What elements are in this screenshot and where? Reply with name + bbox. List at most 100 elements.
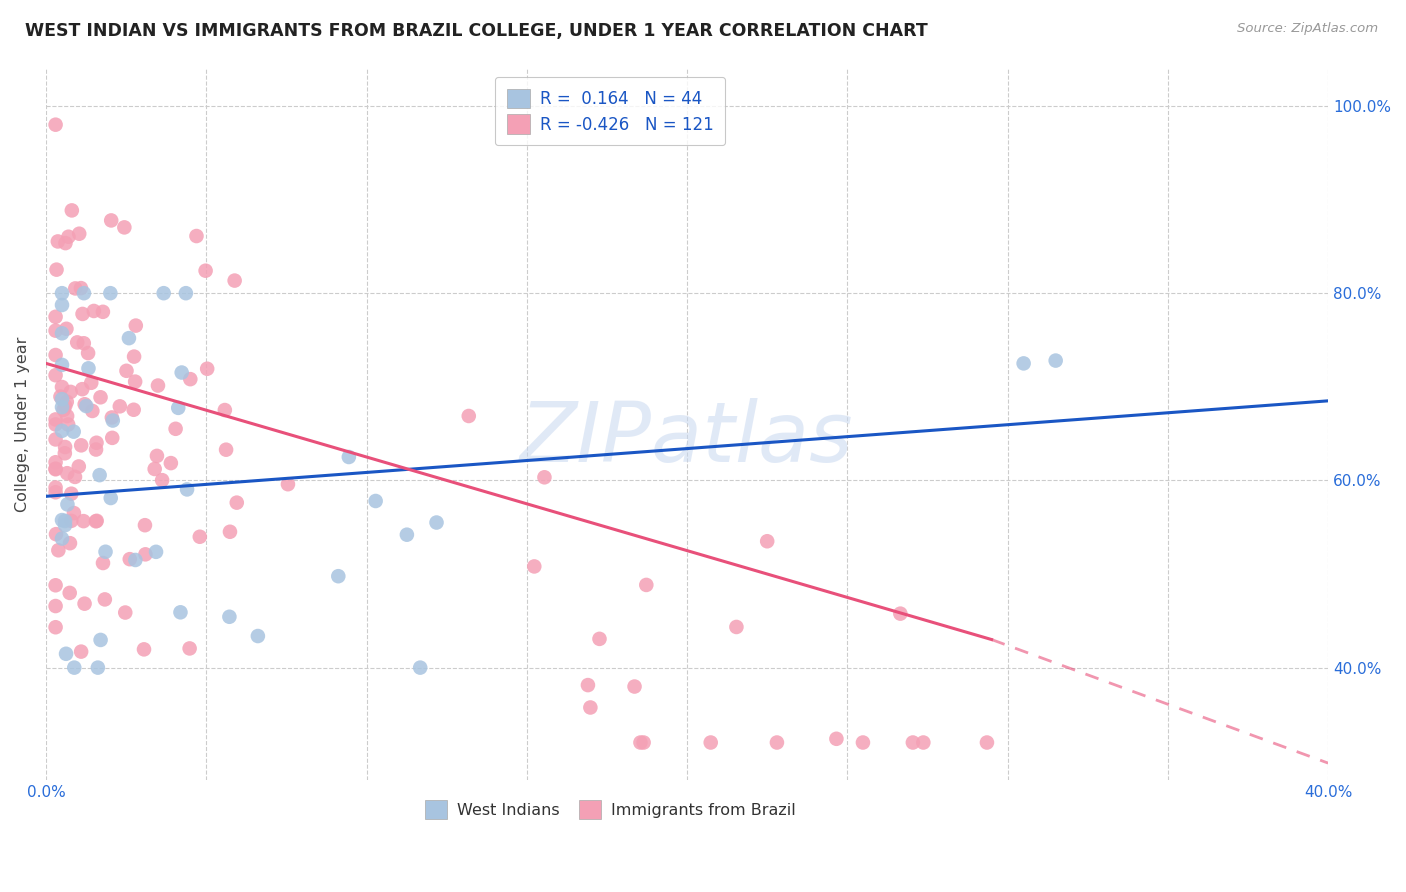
Point	[77, 346, 100, 360]
Point	[122, 350, 145, 364]
Point	[889, 607, 911, 621]
Point	[45, 462, 67, 476]
Point	[73, 286, 96, 301]
Point	[45, 485, 67, 500]
Point	[49, 390, 72, 404]
Point	[51, 424, 73, 438]
Point	[98, 286, 121, 301]
Point	[395, 527, 418, 541]
Point	[60, 203, 83, 218]
Text: Source: ZipAtlas.com: Source: ZipAtlas.com	[1237, 22, 1378, 36]
Point	[94, 592, 117, 607]
Y-axis label: College, Under 1 year: College, Under 1 year	[15, 336, 30, 512]
Point	[67, 459, 90, 474]
Point	[224, 274, 246, 288]
Point	[328, 569, 350, 583]
Point	[84, 442, 107, 457]
Point	[45, 118, 67, 132]
Point	[82, 404, 104, 418]
Point	[53, 518, 76, 533]
Point	[112, 220, 135, 235]
Point	[143, 462, 166, 476]
Point	[219, 524, 242, 539]
Point	[576, 678, 599, 692]
Point	[852, 735, 875, 749]
Point	[125, 318, 148, 333]
Point	[170, 366, 193, 380]
Point	[70, 438, 93, 452]
Point	[56, 417, 79, 432]
Point	[165, 422, 187, 436]
Point	[45, 578, 67, 592]
Point	[246, 629, 269, 643]
Point	[51, 400, 73, 414]
Point	[169, 605, 191, 619]
Point	[579, 700, 602, 714]
Point	[45, 412, 67, 426]
Point	[45, 527, 67, 541]
Point	[134, 518, 156, 533]
Point	[91, 305, 114, 319]
Point	[51, 513, 73, 527]
Point	[215, 442, 238, 457]
Point	[60, 514, 83, 528]
Point	[58, 229, 80, 244]
Point	[167, 401, 190, 415]
Point	[725, 620, 748, 634]
Point	[51, 392, 73, 406]
Point	[45, 599, 67, 613]
Point	[101, 410, 124, 425]
Point	[45, 620, 67, 634]
Point	[115, 364, 138, 378]
Point	[83, 304, 105, 318]
Point	[150, 473, 173, 487]
Point	[62, 425, 84, 439]
Point	[108, 400, 131, 414]
Text: ZIP​atlas: ZIP​atlas	[520, 398, 853, 479]
Point	[101, 413, 124, 427]
Point	[337, 450, 360, 464]
Point	[46, 235, 69, 249]
Point	[87, 660, 110, 674]
Point	[225, 495, 247, 509]
Point	[75, 399, 97, 413]
Point	[45, 481, 67, 495]
Point	[912, 735, 935, 749]
Point	[86, 514, 108, 528]
Point	[72, 514, 94, 528]
Point	[90, 390, 112, 404]
Point	[633, 735, 655, 749]
Point	[118, 331, 141, 345]
Point	[636, 578, 658, 592]
Point	[51, 326, 73, 341]
Point	[277, 477, 299, 491]
Point	[45, 324, 67, 338]
Point	[53, 514, 76, 528]
Legend: West Indians, Immigrants from Brazil: West Indians, Immigrants from Brazil	[419, 794, 801, 825]
Point	[84, 514, 107, 528]
Point	[53, 446, 76, 460]
Point	[122, 402, 145, 417]
Point	[56, 409, 79, 423]
Text: WEST INDIAN VS IMMIGRANTS FROM BRAZIL COLLEGE, UNDER 1 YEAR CORRELATION CHART: WEST INDIAN VS IMMIGRANTS FROM BRAZIL CO…	[25, 22, 928, 40]
Point	[218, 609, 240, 624]
Point	[901, 735, 924, 749]
Point	[60, 486, 83, 500]
Point	[90, 632, 112, 647]
Point	[45, 455, 67, 469]
Point	[118, 552, 141, 566]
Point	[51, 286, 73, 301]
Point	[66, 335, 89, 350]
Point	[45, 417, 67, 432]
Point	[457, 409, 479, 423]
Point	[179, 372, 201, 386]
Point	[45, 368, 67, 383]
Point	[425, 516, 447, 530]
Point	[73, 397, 96, 411]
Point	[86, 435, 108, 450]
Point	[825, 731, 848, 746]
Point	[766, 735, 789, 749]
Point	[45, 461, 67, 475]
Point	[63, 506, 86, 520]
Point	[56, 497, 79, 511]
